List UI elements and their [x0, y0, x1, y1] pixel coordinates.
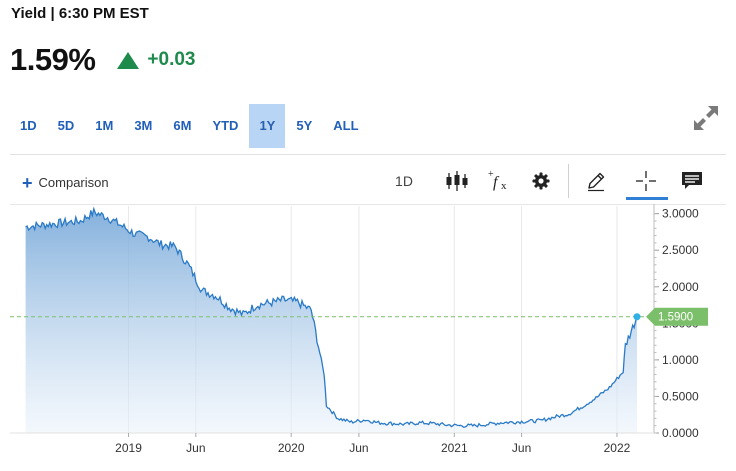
current-value-label: 1.5900 — [646, 307, 708, 326]
range-1y[interactable]: 1Y — [249, 104, 286, 148]
candlestick-icon[interactable] — [444, 167, 470, 195]
svg-text:+: + — [488, 169, 494, 180]
plus-icon: + — [22, 172, 33, 193]
range-6m[interactable]: 6M — [173, 118, 192, 133]
fx-icon[interactable]: + f x — [486, 167, 512, 195]
current-yield: 1.59% — [10, 42, 96, 77]
interval-selector[interactable]: 1D — [395, 173, 413, 189]
x-tick-label: Jun — [512, 441, 531, 455]
x-tick-label: 2020 — [278, 441, 305, 455]
current-value-marker — [633, 313, 641, 321]
y-tick-label: 2.0000 — [662, 280, 699, 294]
pencil-icon[interactable] — [584, 167, 608, 195]
up-arrow-icon — [117, 51, 140, 69]
range-all[interactable]: ALL — [333, 118, 359, 133]
yield-line — [25, 206, 638, 428]
yield-area — [25, 208, 638, 433]
svg-text:f: f — [493, 174, 500, 191]
x-tick-label: Jun — [349, 441, 368, 455]
range-ytd[interactable]: YTD — [212, 118, 239, 133]
chart-top-border — [10, 204, 726, 205]
x-tick-label: 2019 — [115, 441, 142, 455]
x-axis-ticks: 2019 Jun 2020 Jun 2021 Jun 2022 — [115, 433, 631, 455]
y-tick-label: 1.0000 — [662, 353, 699, 367]
crosshair-icon[interactable] — [634, 167, 658, 195]
active-tool-indicator — [626, 197, 668, 200]
comparison-button[interactable]: + Comparison — [22, 172, 109, 193]
toolbar-divider — [10, 154, 726, 155]
range-3m[interactable]: 3M — [134, 118, 153, 133]
gear-icon[interactable] — [530, 167, 552, 195]
toolbar-separator — [568, 164, 569, 198]
price-row: 1.59% +0.03 — [10, 42, 195, 78]
x-tick-label: Jun — [186, 441, 205, 455]
svg-text:x: x — [501, 180, 507, 192]
y-tick-label: 2.5000 — [662, 243, 699, 257]
yield-change: +0.03 — [147, 49, 196, 70]
range-selector: 1D 5D 1M 3M 6M YTD 1Y 5Y ALL — [10, 104, 370, 148]
comment-icon[interactable] — [680, 167, 704, 195]
svg-text:1.5900: 1.5900 — [658, 312, 693, 324]
yield-chart[interactable]: 3.00002.50002.00001.50001.00000.50000.00… — [0, 204, 736, 471]
range-5y[interactable]: 5Y — [296, 118, 313, 133]
x-tick-label: 2022 — [604, 441, 631, 455]
y-tick-label: 0.0000 — [662, 426, 699, 440]
x-tick-label: 2021 — [441, 441, 468, 455]
page-title: Yield | 6:30 PM EST — [11, 5, 149, 22]
range-1m[interactable]: 1M — [95, 118, 114, 133]
y-tick-label: 0.5000 — [662, 389, 699, 403]
y-tick-label: 3.0000 — [662, 207, 699, 221]
range-1d[interactable]: 1D — [20, 118, 37, 133]
expand-icon[interactable] — [690, 102, 722, 134]
comparison-label: Comparison — [38, 175, 109, 190]
range-5d[interactable]: 5D — [57, 118, 75, 133]
